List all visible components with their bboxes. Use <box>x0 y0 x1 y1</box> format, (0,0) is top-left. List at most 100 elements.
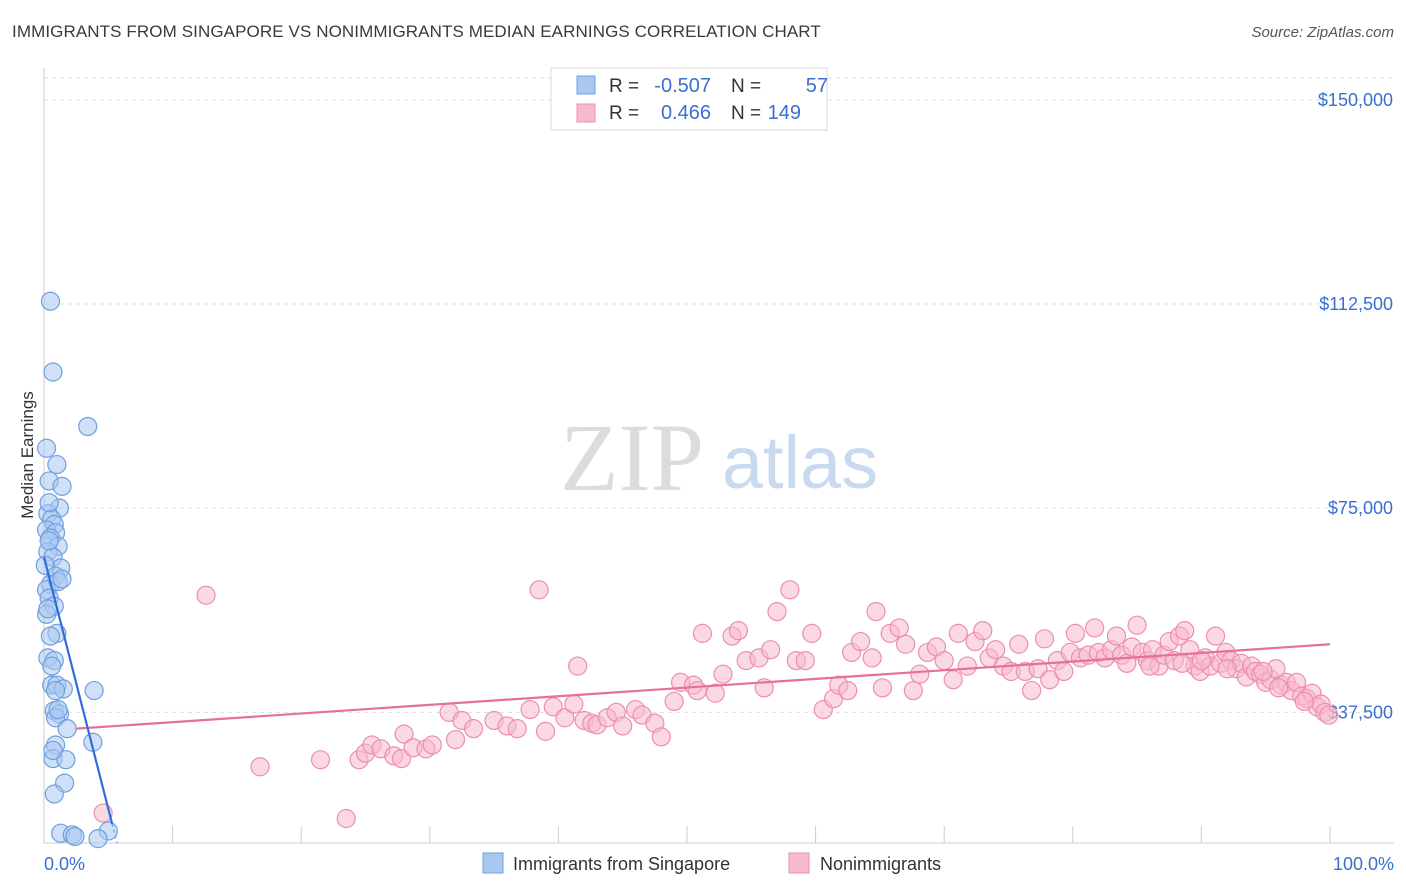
nonimmigrants-point <box>1065 623 1085 643</box>
nonimmigrants-point <box>1009 634 1029 654</box>
y-tick-label: $112,500 <box>1319 294 1393 314</box>
nonimmigrants-point <box>664 691 684 712</box>
nonimmigrants-point <box>903 680 923 701</box>
nonimmigrants-point <box>957 656 977 676</box>
nonimmigrants-point <box>1022 680 1042 701</box>
stats-r-label-2: R = <box>609 103 639 124</box>
stats-pink-r: 0.466 <box>661 102 711 124</box>
chart-title: IMMIGRANTS FROM SINGAPORE VS NONIMMIGRAN… <box>12 22 821 41</box>
legend-singapore: Immigrants from Singapore <box>513 854 730 874</box>
singapore-point <box>38 599 58 619</box>
nonimmigrants-point <box>889 618 909 638</box>
singapore-point <box>43 362 63 382</box>
nonimmigrants-point <box>568 656 588 676</box>
nonimmigrants-point <box>1085 618 1105 638</box>
singapore-point <box>47 454 67 475</box>
watermark-zip: ZIP <box>560 404 704 511</box>
singapore-point <box>39 493 59 513</box>
stats-blue-r: -0.507 <box>654 75 711 97</box>
singapore-point <box>65 826 85 847</box>
stats-n-label-2: N = <box>731 103 761 124</box>
nonimmigrants-point <box>1040 670 1060 690</box>
nonimmigrants-points <box>93 580 1339 829</box>
singapore-point <box>56 750 76 770</box>
nonimmigrants-point <box>910 664 930 684</box>
singapore-point <box>52 476 72 496</box>
grid-lines <box>44 77 1394 713</box>
nonimmigrants-point <box>535 721 556 741</box>
y-axis-label: Median Earnings <box>18 391 37 519</box>
nonimmigrants-point <box>767 601 787 622</box>
nonimmigrants-point <box>555 708 575 728</box>
x-tick-min: 0.0% <box>44 854 85 874</box>
nonimmigrants-point <box>896 634 916 654</box>
stats-box-frame <box>550 67 828 131</box>
nonimmigrants-point <box>1140 656 1160 676</box>
nonimmigrants-point <box>780 580 800 600</box>
nonimmigrants-point <box>1253 661 1273 682</box>
source-credit: Source: ZipAtlas.com <box>1251 24 1394 41</box>
nonimmigrants-point <box>802 623 822 643</box>
nonimmigrants-point <box>529 580 549 600</box>
y-tick-label: $75,000 <box>1328 498 1393 518</box>
nonimmigrants-point <box>1175 621 1195 641</box>
nonimmigrants-point <box>445 729 466 750</box>
nonimmigrants-point <box>760 640 781 660</box>
y-tick-label: $150,000 <box>1318 90 1393 110</box>
singapore-point <box>42 656 62 676</box>
singapore-point <box>43 740 63 761</box>
nonimmigrants-point <box>1127 615 1147 635</box>
nonimmigrants-point <box>613 716 633 736</box>
trend-lines <box>42 556 1331 844</box>
nonimmigrants-point <box>687 680 707 701</box>
nonimmigrants-point <box>862 648 882 668</box>
nonimmigrants-point <box>394 724 414 744</box>
legend-pink-swatch <box>788 852 810 874</box>
watermark: ZIP atlas <box>560 404 878 511</box>
nonimmigrants-point <box>651 727 671 747</box>
singapore-point <box>40 291 61 311</box>
singapore-point <box>44 784 64 804</box>
nonimmigrants-point <box>986 640 1006 660</box>
nonimmigrants-point <box>713 664 733 684</box>
singapore-point <box>36 438 57 458</box>
nonimmigrants-point <box>795 650 815 671</box>
singapore-point <box>88 829 108 849</box>
singapore-point <box>40 626 61 646</box>
nonimmigrants-point <box>1205 626 1226 646</box>
nonimmigrants-point <box>1319 705 1339 725</box>
singapore-point <box>57 719 77 739</box>
singapore-point <box>78 416 98 437</box>
nonimmigrants-point <box>564 694 584 714</box>
nonimmigrants-point <box>851 631 871 652</box>
stats-pink-n: 149 <box>768 102 801 124</box>
nonimmigrants-point <box>1172 653 1192 673</box>
x-tick-max: 100.0% <box>1333 854 1394 874</box>
stats-n-label: N = <box>731 76 761 97</box>
nonimmigrants-point <box>1294 691 1314 712</box>
nonimmigrants-point <box>196 585 216 605</box>
axes <box>43 68 1394 844</box>
y-tick-label: $37,500 <box>1328 702 1393 722</box>
nonimmigrants-point <box>463 719 484 739</box>
nonimmigrants-point <box>520 700 540 720</box>
nonimmigrants-point <box>692 623 713 643</box>
nonimmigrants-point <box>838 680 858 701</box>
nonimmigrants-point <box>1217 659 1237 679</box>
nonimmigrants-point <box>973 621 993 641</box>
nonimmigrants-point <box>1191 650 1212 671</box>
nonimmigrants-point <box>1054 661 1074 682</box>
stats-r-label: R = <box>609 76 639 97</box>
stats-blue-n: 57 <box>806 75 828 97</box>
nonimmigrants-point <box>705 683 725 703</box>
singapore-point <box>48 700 68 720</box>
nonimmigrants-point <box>310 750 331 770</box>
singapore-point <box>84 680 104 701</box>
stats-blue-swatch <box>576 75 596 95</box>
nonimmigrants-trend-line <box>76 643 1331 730</box>
nonimmigrants-point <box>728 621 749 641</box>
legend-blue-swatch <box>482 852 504 874</box>
stats-pink-swatch <box>576 103 596 123</box>
singapore-point <box>39 531 59 551</box>
